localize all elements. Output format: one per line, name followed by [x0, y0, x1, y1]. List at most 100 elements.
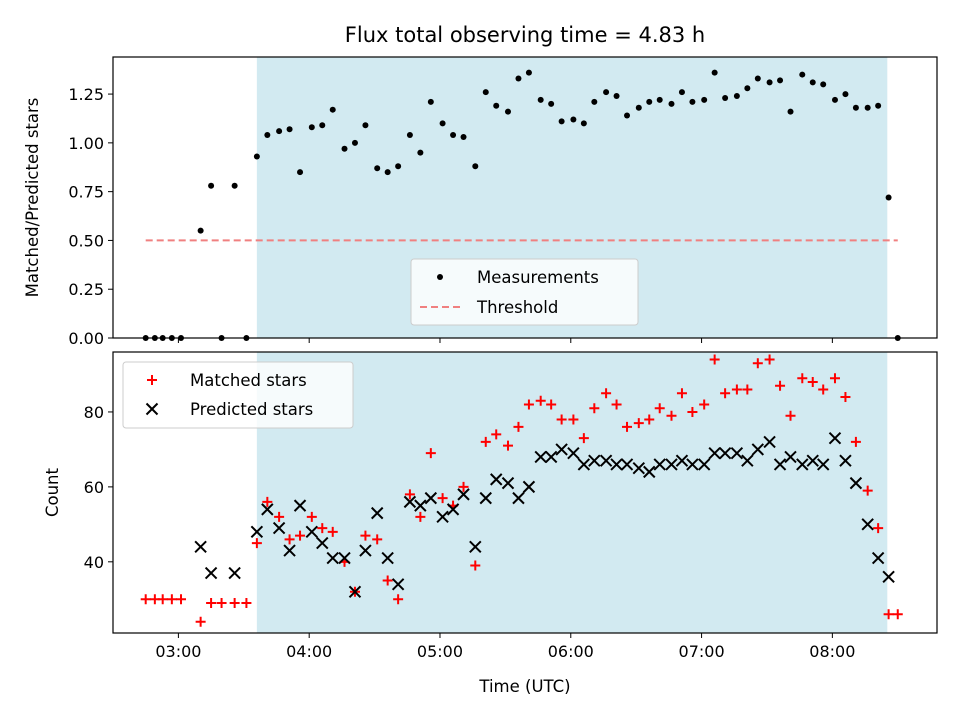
- predicted-stars-point: [544, 450, 558, 464]
- predicted-stars-point: [697, 458, 711, 471]
- measurement-point: [537, 96, 544, 103]
- measurement-point: [777, 77, 784, 84]
- predicted-stars-point: [457, 488, 470, 501]
- measurement-point: [831, 96, 838, 103]
- matched-stars-point: [807, 376, 818, 387]
- matched-stars-point: [666, 410, 677, 421]
- top-legend: Measurements Threshold: [410, 258, 639, 326]
- predicted-stars-point: [871, 551, 885, 565]
- bottom-y-axis-label: Count: [43, 467, 62, 517]
- matched-stars-point: [654, 403, 665, 414]
- legend-measurements-marker: [437, 274, 443, 280]
- matched-stars-point: [262, 496, 273, 507]
- measurement-point: [308, 124, 315, 131]
- matched-stars-point: [720, 388, 731, 399]
- measurement-point: [208, 182, 215, 189]
- measurement-point: [864, 104, 871, 111]
- predicted-stars-point: [784, 450, 797, 464]
- predicted-stars-point: [204, 566, 218, 580]
- top-x-ticks: [177, 338, 833, 343]
- matched-stars-point: [327, 526, 338, 537]
- top-legend-box: [410, 258, 639, 326]
- matched-stars-point: [241, 598, 252, 609]
- matched-stars-point: [251, 538, 262, 549]
- x-tick-label: 08:00: [809, 642, 855, 661]
- bottom-plot-data: [140, 354, 903, 627]
- matched-stars-point: [437, 493, 448, 504]
- matched-stars-point: [556, 414, 567, 425]
- predicted-stars-point: [293, 499, 307, 512]
- x-axis-label: Time (UTC): [478, 677, 570, 696]
- measurement-point: [460, 134, 467, 141]
- matched-stars-point: [676, 388, 687, 399]
- matched-stars-point: [295, 530, 306, 541]
- matched-stars-point: [274, 511, 285, 522]
- measurement-point: [689, 98, 696, 105]
- bottom-y-axis: 40 60 80: [84, 403, 113, 572]
- measurement-point: [580, 120, 587, 127]
- predicted-stars-point: [359, 544, 372, 557]
- measurement-point: [701, 96, 708, 103]
- predicted-stars-point: [261, 503, 274, 516]
- bottom-y-tick-label: 60: [84, 478, 104, 497]
- legend-measurements-label: Measurements: [477, 268, 599, 287]
- legend-matched-label: Matched stars: [190, 371, 307, 390]
- matched-stars-point: [513, 421, 524, 432]
- measurement-point: [374, 165, 381, 172]
- measurement-point: [591, 98, 598, 105]
- measurement-point: [635, 104, 642, 111]
- predicted-stars-point: [839, 454, 852, 467]
- measurement-point: [624, 112, 631, 119]
- predicted-stars-point: [272, 521, 286, 535]
- measurement-point: [384, 169, 391, 176]
- matched-stars-point: [470, 560, 481, 571]
- measurement-point: [733, 93, 740, 100]
- measurement-point: [351, 139, 358, 146]
- matched-stars-point: [458, 481, 469, 492]
- predicted-stars-point: [675, 454, 689, 467]
- predicted-stars-point: [817, 458, 830, 471]
- x-tick-label: 05:00: [417, 642, 463, 661]
- measurement-point: [744, 85, 751, 92]
- bottom-y-tick-label: 80: [84, 403, 104, 422]
- matched-stars-point: [601, 388, 612, 399]
- matched-stars-point: [644, 414, 655, 425]
- predicted-stars-point: [643, 465, 656, 479]
- measurement-point: [417, 149, 424, 156]
- predicted-stars-point: [730, 446, 744, 460]
- top-y-axis: 0.00 0.25 0.50 0.75 1.00 1.25: [68, 85, 113, 348]
- matched-stars-point: [589, 403, 600, 414]
- predicted-stars-point: [796, 458, 809, 471]
- measurement-point: [656, 96, 663, 103]
- predicted-stars-point: [370, 506, 384, 520]
- predicted-stars-point: [849, 476, 863, 490]
- measurement-point: [319, 122, 326, 129]
- matched-stars-point: [284, 534, 295, 545]
- predicted-stars-point: [228, 566, 241, 580]
- top-y-tick-label: 0.75: [68, 183, 104, 202]
- measurement-point: [231, 182, 238, 189]
- bottom-legend: Matched stars Predicted stars: [122, 361, 354, 429]
- measurement-point: [787, 108, 794, 115]
- matched-stars-point: [372, 534, 383, 545]
- matched-stars-point: [546, 399, 557, 410]
- matched-stars-point: [425, 448, 436, 459]
- matched-stars-point: [415, 511, 426, 522]
- predicted-stars-point: [665, 458, 678, 471]
- predicted-stars-point: [534, 450, 547, 464]
- matched-stars-point: [216, 598, 227, 609]
- bottom-legend-box: [122, 361, 354, 429]
- predicted-stars-point: [338, 551, 351, 565]
- predicted-stars-point: [653, 458, 666, 471]
- legend-predicted-label: Predicted stars: [190, 400, 313, 419]
- measurement-point: [197, 227, 204, 234]
- predicted-stars-point: [773, 458, 787, 471]
- predicted-stars-point: [763, 435, 776, 449]
- measurement-point: [450, 132, 457, 139]
- measurement-point: [472, 163, 479, 170]
- matched-stars-point: [206, 598, 217, 609]
- measurement-point: [646, 98, 653, 105]
- matched-stars-point: [633, 418, 644, 429]
- predicted-stars-point: [567, 446, 580, 460]
- measurement-point: [253, 153, 260, 160]
